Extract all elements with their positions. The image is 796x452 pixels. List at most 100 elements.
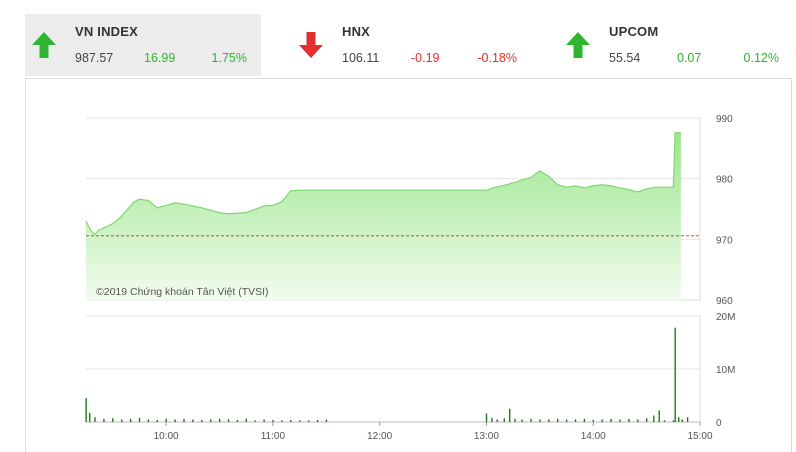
volume-bar (89, 413, 91, 422)
volume-bar (619, 419, 621, 422)
volume-bar (663, 420, 666, 422)
volume-bar (653, 415, 655, 422)
arrow-down-icon (299, 32, 323, 58)
index-tile-upcom[interactable]: UPCOM 55.54 0.07 0.12% (559, 14, 795, 76)
volume-bar (325, 419, 328, 422)
volume-grid (86, 315, 701, 423)
price-area (86, 132, 681, 300)
watermark: ©2019 Chứng khoán Tân Việt (TVSI) (96, 286, 269, 298)
volume-bar (658, 410, 660, 422)
index-percent: 0.12% (743, 51, 779, 65)
volume-bar (147, 419, 150, 422)
volume-bar (610, 418, 612, 422)
arrow-up-icon (32, 32, 56, 58)
time-tick-label: 11:00 (261, 431, 286, 442)
volume-tick-label: 20M (716, 312, 735, 323)
price-axis: 990 980 970 960 (716, 114, 733, 307)
volume-bar (245, 418, 247, 422)
volume-bars (85, 327, 689, 423)
price-tick-label: 960 (716, 296, 733, 307)
volume-bar (201, 419, 203, 422)
index-tile-hnx[interactable]: HNX 106.11 -0.19 -0.18% (292, 14, 528, 76)
arrow-up-icon (566, 32, 590, 58)
volume-bar (183, 418, 185, 422)
volume-bar (165, 418, 167, 422)
volume-bar (307, 420, 310, 422)
volume-bar (557, 418, 559, 422)
volume-bar (674, 327, 676, 422)
time-axis: 10:00 11:00 12:00 13:00 14:00 15:00 (154, 422, 713, 442)
volume-bar (514, 418, 516, 422)
time-tick-label: 14:00 (581, 431, 606, 442)
volume-bar (227, 419, 230, 422)
volume-bar (539, 419, 541, 422)
volume-bar (530, 418, 532, 422)
volume-bar (583, 418, 586, 422)
index-value: 55.54 (609, 51, 641, 65)
index-value: 106.11 (342, 51, 380, 65)
volume-bar (686, 417, 689, 422)
volume-bar (112, 418, 114, 422)
index-name: UPCOM (609, 24, 659, 39)
volume-bar (272, 419, 274, 422)
volume-bar (503, 418, 505, 422)
index-change: -0.19 (411, 51, 440, 65)
volume-bar (628, 418, 630, 422)
volume-bar (121, 419, 123, 422)
volume-bar (601, 419, 603, 422)
price-tick-label: 990 (716, 114, 733, 125)
price-tick-label: 980 (716, 175, 733, 186)
volume-bar (681, 419, 683, 422)
volume-bar (548, 419, 550, 422)
volume-bar (94, 417, 96, 422)
volume-bar (491, 417, 493, 422)
volume-bar (236, 419, 239, 422)
index-percent: -0.18% (477, 51, 517, 65)
volume-bar (138, 417, 141, 422)
volume-bar (156, 419, 158, 422)
volume-bar (210, 419, 212, 422)
time-tick-label: 10:00 (154, 431, 179, 442)
time-tick-label: 12:00 (367, 431, 392, 442)
volume-bar (485, 413, 488, 422)
volume-bar (192, 419, 194, 422)
index-summary-bar: VN INDEX 987.57 16.99 1.75% HNX 106.11 -… (0, 0, 796, 78)
index-name: HNX (342, 24, 371, 39)
volume-bar (496, 419, 498, 422)
volume-bar (299, 420, 301, 422)
volume-bar (574, 419, 577, 422)
volume-bar (521, 419, 523, 422)
volume-bar (678, 417, 680, 422)
volume-bar (592, 419, 594, 422)
volume-bar (129, 418, 132, 422)
index-change: 16.99 (144, 51, 176, 65)
index-name: VN INDEX (75, 24, 139, 39)
price-tick-label: 970 (716, 235, 733, 246)
volume-tick-label: 0 (716, 418, 722, 429)
index-change: 0.07 (677, 51, 702, 65)
volume-bar (509, 408, 511, 423)
volume-bar (316, 419, 319, 422)
volume-bar (281, 420, 283, 422)
volume-bar (85, 398, 87, 422)
index-percent: 1.75% (211, 51, 247, 65)
volume-bar (263, 419, 265, 422)
volume-bar (174, 419, 176, 422)
volume-bar (646, 418, 648, 422)
index-value: 987.57 (75, 51, 114, 65)
volume-bar (103, 418, 105, 422)
volume-bar (254, 420, 256, 422)
price-line (85, 132, 681, 236)
chart-panel (25, 78, 792, 452)
volume-bar (218, 418, 221, 422)
time-tick-label: 13:00 (474, 431, 499, 442)
volume-bar (290, 419, 292, 422)
volume-bar (672, 420, 675, 422)
volume-bar (565, 419, 568, 422)
volume-axis: 20M 10M 0 (716, 312, 735, 429)
volume-tick-label: 10M (716, 365, 735, 376)
time-tick-label: 15:00 (687, 431, 712, 442)
index-tile-vnindex[interactable]: VN INDEX 987.57 16.99 1.75% (25, 14, 261, 76)
volume-bar (637, 419, 639, 422)
